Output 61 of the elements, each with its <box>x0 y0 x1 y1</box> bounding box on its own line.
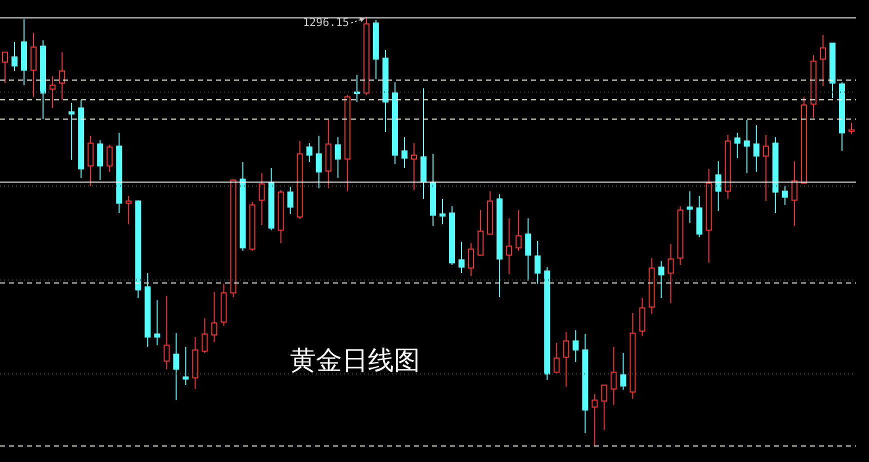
candlestick <box>440 198 446 225</box>
candlestick <box>382 50 388 132</box>
candlestick <box>468 242 474 277</box>
candlestick <box>401 136 408 169</box>
candlestick <box>173 332 180 401</box>
candlestick <box>620 352 626 390</box>
candlestick <box>772 136 778 214</box>
candlestick <box>220 283 227 326</box>
candlestick <box>334 136 341 178</box>
candlestick <box>59 52 66 100</box>
candlestick <box>762 134 769 202</box>
candlestick <box>68 102 75 160</box>
candlestick <box>192 336 198 390</box>
candlestick <box>325 119 332 189</box>
candlestick <box>668 243 674 304</box>
candlestick <box>30 32 37 98</box>
candlestick <box>686 190 693 224</box>
candlestick <box>50 76 56 108</box>
candlestick <box>610 346 617 406</box>
candlestick <box>534 240 541 284</box>
candlestick <box>116 132 122 214</box>
text: 黄金日线图 <box>290 345 420 378</box>
candlestick <box>791 160 798 226</box>
candlestick <box>154 300 160 346</box>
candlestick <box>753 124 760 172</box>
candlestick <box>630 312 636 400</box>
candlestick <box>392 82 398 165</box>
candlestick <box>182 346 189 386</box>
candlestick <box>820 34 826 87</box>
candlestick <box>715 160 722 212</box>
candlestick <box>648 258 655 314</box>
candlestick <box>525 218 532 282</box>
candlestick <box>592 394 598 446</box>
candlestick <box>724 134 731 200</box>
candlestick <box>544 266 550 380</box>
candlestick <box>306 142 312 162</box>
candlestick <box>810 54 816 118</box>
candlestick <box>88 135 94 187</box>
candlestick <box>458 241 465 274</box>
candlestick <box>496 194 503 298</box>
candlestick <box>563 331 570 388</box>
candlestick <box>40 40 46 120</box>
candlestick <box>316 135 322 189</box>
candlestick <box>211 291 218 343</box>
candlestick <box>144 272 151 348</box>
candlestick <box>258 172 265 226</box>
candlestick <box>420 88 426 200</box>
candlestick <box>677 206 684 266</box>
candlestick <box>97 140 104 181</box>
candlestick <box>410 142 417 190</box>
candlestick <box>706 168 712 264</box>
candlestick <box>658 260 664 298</box>
candlestick <box>506 218 512 274</box>
candlestick <box>21 18 28 86</box>
annotation: 1296.15 <box>302 16 350 29</box>
candlestick <box>354 74 360 102</box>
candlestick <box>164 295 170 370</box>
candlestick <box>430 153 436 226</box>
candlestick <box>572 330 579 362</box>
candlestick <box>744 119 750 174</box>
candlestick <box>582 334 588 434</box>
